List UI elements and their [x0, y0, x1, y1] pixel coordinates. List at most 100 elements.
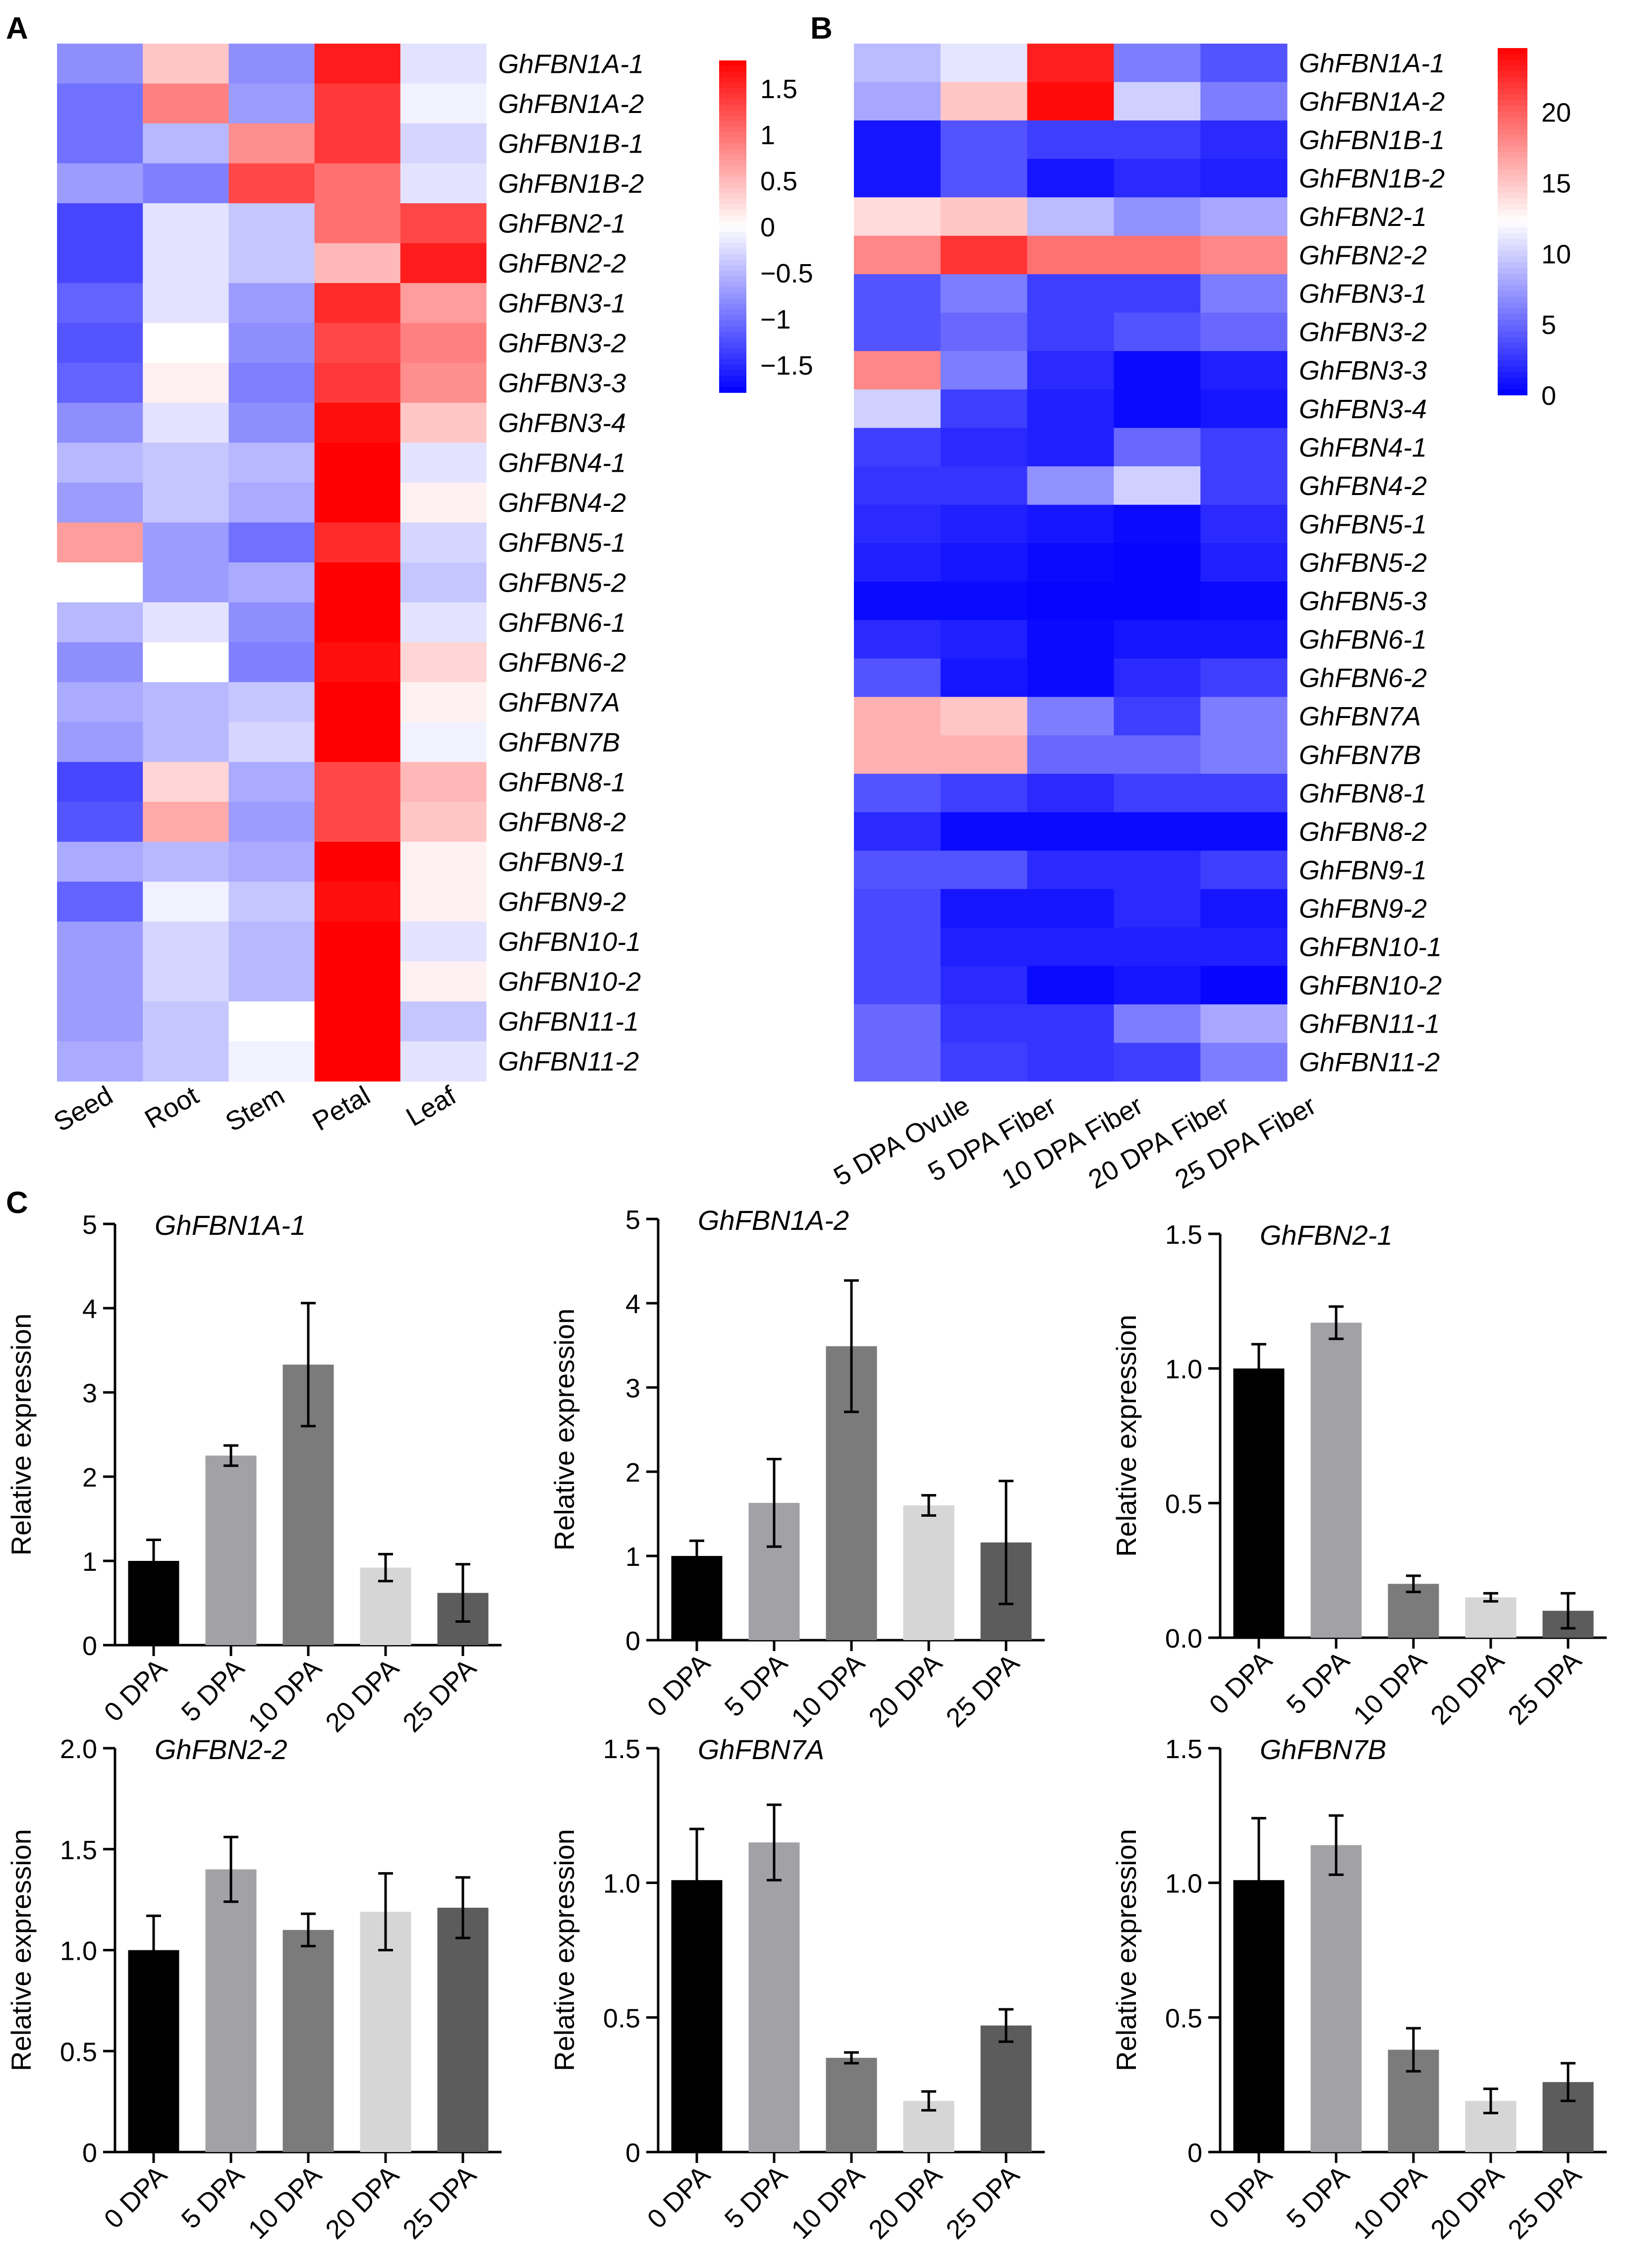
y-tick-label: 1.5: [60, 1835, 97, 1865]
heatmap-cell: [314, 522, 401, 563]
y-tick-label: 0: [1187, 2138, 1202, 2168]
heatmap-cell: [854, 620, 941, 659]
heatmap-row-label: GhFBN5-1: [498, 528, 626, 558]
heatmap-row-label: GhFBN1B-1: [1299, 125, 1445, 155]
heatmap-cell: [1114, 581, 1201, 620]
x-tick-label: 5 DPA: [1281, 2160, 1355, 2234]
heatmap-cell: [400, 482, 487, 523]
colorbar-segment: [719, 132, 746, 139]
heatmap-cell: [1200, 774, 1288, 813]
heatmap-cell: [1027, 1043, 1114, 1082]
heatmap-row-label: GhFBN1A-2: [1299, 87, 1445, 116]
colorbar-segment: [1498, 227, 1527, 234]
heatmap-cell: [1200, 120, 1288, 160]
heatmap-cell: [854, 581, 941, 620]
colorbar-segment: [1498, 117, 1527, 124]
heatmap-cell: [143, 562, 229, 603]
y-tick-label: 0: [625, 2138, 640, 2168]
heatmap-cell: [228, 203, 315, 244]
heatmap-cell: [854, 389, 941, 429]
y-tick-label: 1.5: [603, 1734, 640, 1764]
colorbar-segment: [1498, 302, 1527, 309]
heatmap-cell: [940, 466, 1028, 505]
heatmap-cell: [1114, 82, 1201, 121]
colorbar-segment: [719, 66, 746, 72]
colorbar-segment: [1498, 71, 1527, 78]
heatmap-cell: [940, 697, 1028, 736]
heatmap-row-label: GhFBN6-2: [498, 648, 626, 677]
heatmap-cell: [854, 927, 941, 966]
heatmap-cell: [1027, 466, 1114, 505]
colorbar-segment: [1498, 285, 1527, 291]
heatmap-cell: [1027, 927, 1114, 966]
heatmap-cell: [940, 889, 1028, 928]
bar: [903, 1505, 955, 1640]
colorbar-segment: [719, 337, 746, 343]
x-tick-label: 25 DPA: [397, 1653, 482, 1738]
heatmap-cell: [1114, 274, 1201, 313]
colorbar-segment: [719, 187, 746, 194]
heatmap-cell: [57, 203, 143, 244]
heatmap-cell: [940, 774, 1028, 813]
heatmap-cell: [57, 682, 143, 722]
heatmap-cell: [940, 82, 1028, 121]
colorbar-segment: [1498, 88, 1527, 95]
heatmap-cell: [57, 123, 143, 164]
colorbar-segment: [1498, 308, 1527, 315]
heatmap-cell: [228, 243, 315, 283]
heatmap-row-label: GhFBN6-1: [498, 608, 626, 638]
y-tick-label: 0.5: [60, 2037, 97, 2067]
heatmap-row-label: GhFBN8-2: [1299, 817, 1427, 847]
colorbar-tick-label: 0: [1541, 381, 1556, 411]
heatmap-cell: [400, 762, 487, 802]
heatmap-cell: [1027, 428, 1114, 467]
colorbar-segment: [1498, 372, 1527, 378]
heatmap-cell: [57, 1001, 143, 1042]
heatmap-cell: [1114, 889, 1201, 928]
bar: [1233, 1368, 1285, 1638]
heatmap-cell: [314, 882, 401, 922]
heatmap-cell: [57, 83, 143, 124]
colorbar-segment: [719, 60, 746, 66]
heatmap-cell: [228, 961, 315, 1002]
heatmap-cell: [143, 642, 229, 683]
heatmap-cell: [1027, 774, 1114, 813]
heatmap-cell: [940, 658, 1028, 698]
heatmap-cell: [314, 602, 401, 643]
heatmap-cell: [143, 123, 229, 164]
heatmap-row-label: GhFBN10-2: [1299, 971, 1442, 1000]
heatmap-cell: [400, 323, 487, 363]
heatmap-cell: [143, 722, 229, 763]
heatmap-cell: [1200, 351, 1288, 390]
heatmap-cell: [400, 882, 487, 922]
heatmap-cell: [1114, 197, 1201, 236]
heatmap-cell: [1114, 774, 1201, 813]
heatmap-cell: [314, 283, 401, 324]
colorbar-segment: [719, 243, 746, 249]
heatmap-column-label: Petal: [308, 1080, 376, 1137]
x-tick-label: 5 DPA: [719, 1648, 793, 1722]
heatmap-cell: [940, 812, 1028, 851]
colorbar-segment: [719, 127, 746, 133]
colorbar-segment: [1498, 106, 1527, 112]
colorbar-segment: [719, 105, 746, 111]
heatmap-cell: [1027, 812, 1114, 851]
heatmap-cell: [940, 235, 1028, 275]
heatmap-cell: [57, 283, 143, 324]
panel-label-c: C: [6, 1186, 28, 1220]
heatmap-cell: [400, 402, 487, 443]
heatmap-row-label: GhFBN6-2: [1299, 664, 1427, 693]
colorbar-tick-label: 0.5: [760, 166, 797, 196]
colorbar-segment: [1498, 146, 1527, 153]
heatmap-cell: [1027, 235, 1114, 275]
colorbar-segment: [1498, 204, 1527, 211]
bar: [1310, 1323, 1362, 1638]
heatmap-cell: [854, 120, 941, 160]
bar-chart-panel: 0.0 0.5 1.0 1.5 Relative expression GhFBN2-1 0…: [1111, 1219, 1607, 1730]
y-tick-label: 1.5: [1165, 1220, 1202, 1250]
y-tick-label: 2.0: [60, 1734, 97, 1764]
colorbar-tick-label: 10: [1541, 239, 1571, 269]
colorbar-segment: [719, 82, 746, 89]
y-tick-label: 3: [82, 1379, 97, 1408]
heatmap-cell: [228, 323, 315, 363]
